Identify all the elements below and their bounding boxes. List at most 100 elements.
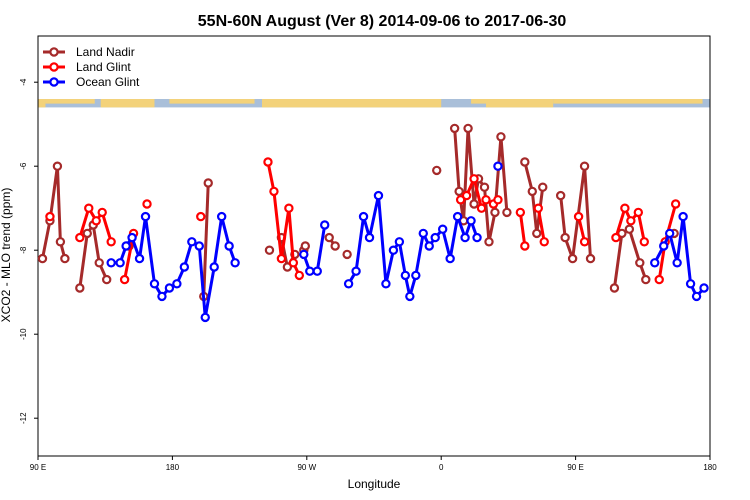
land-nadir-point <box>560 232 570 243</box>
land-glint-point <box>142 199 152 209</box>
map-land-block <box>262 99 442 108</box>
ocean-glint-point <box>650 258 660 268</box>
y-tick-label: -4 <box>19 78 28 86</box>
ocean-glint-point <box>194 241 204 251</box>
map-strip <box>38 99 710 108</box>
land-nadir-point <box>469 199 479 209</box>
land-glint-line <box>518 212 527 247</box>
land-glint-point <box>620 203 630 213</box>
legend-land-nadir-marker <box>49 47 59 57</box>
map-strip-land <box>38 99 703 108</box>
ocean-glint-point <box>172 279 182 289</box>
legend-ocean-glint-label: Ocean Glint <box>76 75 140 89</box>
ocean-glint-point <box>411 270 421 281</box>
land-glint-point <box>288 258 299 268</box>
x-tick-label: 0 <box>439 463 444 472</box>
ocean-glint-point <box>121 241 131 251</box>
x-tick-label: 180 <box>166 463 180 472</box>
land-glint-point <box>269 186 279 197</box>
plot-frame <box>37 35 711 457</box>
land-glint-point <box>654 274 664 285</box>
land-nadir-point <box>635 258 645 268</box>
ocean-glint-point <box>394 237 405 247</box>
y-tick-label: -10 <box>19 328 28 340</box>
ocean-glint-point <box>127 232 137 243</box>
land-glint-point <box>196 211 206 222</box>
land-nadir-point <box>101 274 112 285</box>
ocean-glint-point <box>187 237 197 247</box>
series-layer <box>37 123 709 323</box>
x-axis-label: Longitude <box>348 477 401 491</box>
land-nadir-point <box>82 228 92 239</box>
ocean-glint-point <box>312 266 322 276</box>
land-nadir-point <box>520 157 530 167</box>
land-glint-point <box>539 237 549 247</box>
land-nadir-point <box>454 186 464 197</box>
land-nadir-point <box>463 123 473 134</box>
legend-land-glint-label: Land Glint <box>76 60 131 74</box>
map-land-block <box>486 99 554 108</box>
ocean-glint-point <box>157 291 167 302</box>
ocean-glint-point <box>472 232 482 243</box>
ocean-glint-point <box>460 232 470 243</box>
x-tick-label: 90 E <box>30 463 46 472</box>
land-glint-point <box>461 190 472 201</box>
land-nadir-point <box>585 253 596 264</box>
land-nadir-point <box>609 283 620 293</box>
land-nadir-point <box>37 253 48 264</box>
land-glint-point <box>45 211 55 222</box>
y-tick-label: -12 <box>19 412 28 424</box>
land-glint-point <box>84 203 94 213</box>
ocean-glint-point <box>400 270 411 281</box>
ocean-glint-point <box>424 241 434 251</box>
land-nadir-point <box>496 132 506 142</box>
land-nadir-point <box>538 182 548 192</box>
land-glint-point <box>97 207 107 218</box>
land-nadir-point <box>282 262 293 272</box>
land-nadir-point <box>479 182 490 192</box>
land-glint-point <box>284 203 294 213</box>
y-axis-label: XCO2 - MLO trend (ppm) <box>0 188 13 323</box>
ocean-glint-point <box>230 258 240 268</box>
land-nadir-line <box>202 182 210 297</box>
ocean-glint-point <box>115 258 125 268</box>
legend-land-glint-marker <box>49 62 59 72</box>
land-nadir-point <box>55 237 66 247</box>
land-glint-point <box>520 241 530 251</box>
land-nadir-point <box>490 207 500 218</box>
ocean-glint-point <box>134 253 145 264</box>
ocean-glint-point <box>320 220 330 230</box>
land-glint-point <box>119 274 130 285</box>
x-tick-label: 90 E <box>567 463 583 472</box>
ocean-glint-point <box>452 211 463 222</box>
ocean-glint-point <box>299 249 309 260</box>
land-glint-point <box>639 237 649 247</box>
land-glint-point <box>455 195 466 205</box>
map-land-block <box>45 99 95 104</box>
land-glint-point <box>670 199 681 209</box>
ocean-glint-point <box>164 283 175 293</box>
ocean-glint-point <box>445 253 455 264</box>
map-land-block <box>38 99 46 108</box>
ocean-glint-point <box>664 228 675 239</box>
x-tick-label: 180 <box>703 463 717 472</box>
land-nadir-point <box>527 186 537 197</box>
land-glint-point <box>75 232 85 243</box>
land-nadir-point <box>567 253 578 264</box>
land-nadir-point <box>342 249 352 260</box>
y-axis-ticks: -12 -10 -8 -6 -4 <box>19 78 38 424</box>
ocean-glint-point <box>659 241 669 251</box>
ocean-glint-point <box>200 312 210 323</box>
series-land-nadir <box>37 123 679 302</box>
ocean-glint-point <box>364 232 375 243</box>
land-glint-point <box>626 216 636 226</box>
ocean-glint-point <box>699 283 709 293</box>
ocean-glint-point <box>106 258 116 268</box>
land-nadir-point <box>502 207 512 218</box>
land-nadir-point <box>330 241 340 251</box>
ocean-glint-point <box>466 216 476 226</box>
x-axis-ticks: 90 E 180 90 W 0 90 E 180 <box>30 456 717 472</box>
land-glint-point <box>106 237 116 247</box>
ocean-glint-point <box>373 190 384 201</box>
